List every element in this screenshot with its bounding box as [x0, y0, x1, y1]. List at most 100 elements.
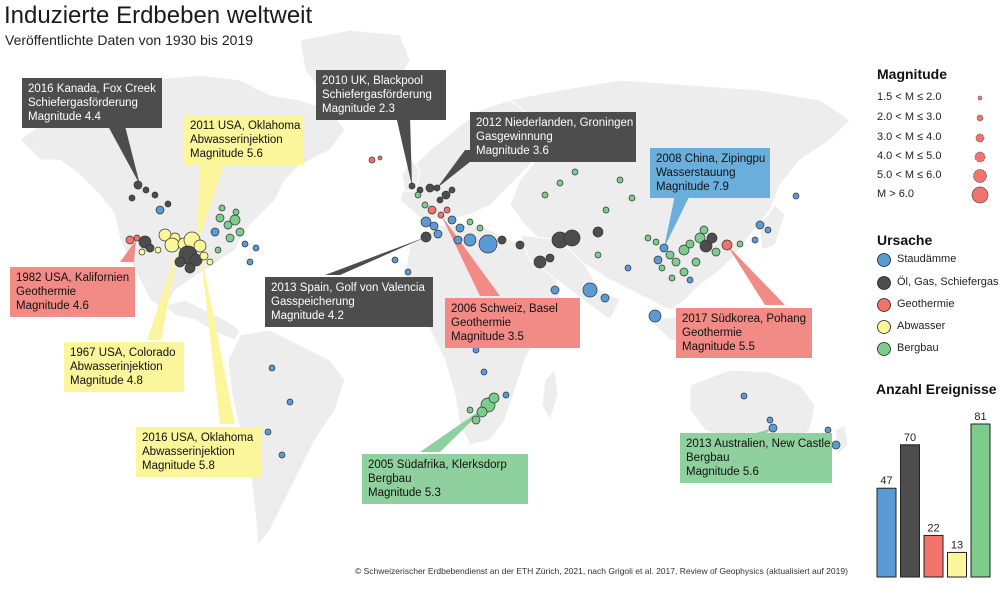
- earthquake-marker: [792, 192, 800, 200]
- earthquake-marker: [831, 440, 841, 450]
- earthquake-marker: [736, 240, 744, 248]
- earthquake-marker: [466, 218, 474, 226]
- earthquake-marker: [694, 232, 706, 244]
- annotation-uk-blackpool: 2010 UK, Blackpool Schiefergasförderung …: [316, 70, 446, 120]
- bar: [923, 534, 944, 578]
- magnitude-legend-circle: [975, 133, 985, 143]
- earthquake-marker: [193, 239, 207, 253]
- bar-value-label: 81: [974, 411, 986, 423]
- earthquake-marker: [699, 225, 709, 235]
- earthquake-marker: [235, 227, 245, 237]
- earthquake-marker: [128, 194, 136, 202]
- bar: [947, 551, 967, 578]
- earthquake-marker: [441, 190, 451, 200]
- annotation-usa-oklahoma-2016: 2016 USA, Oklahoma Abwasserinjektion Mag…: [136, 427, 261, 477]
- magnitude-legend-item: M > 6.0: [877, 188, 914, 200]
- magnitude-legend-circle: [977, 95, 983, 101]
- earthquake-marker: [545, 253, 555, 263]
- earthquake-marker: [602, 206, 610, 214]
- earthquake-marker: [225, 233, 235, 243]
- page-subtitle: Veröffentlichte Daten von 1930 bis 2019: [5, 32, 254, 48]
- annotation-netherlands-groningen: 2012 Niederlanden, Groningen Gasgewinnun…: [470, 112, 636, 162]
- magnitude-legend-circle: [973, 169, 987, 183]
- earthquake-marker: [427, 205, 437, 215]
- earthquake-marker: [628, 194, 636, 202]
- earthquake-marker: [199, 251, 209, 261]
- cause-legend-item: Geothermie: [897, 298, 955, 310]
- earthquake-marker: [145, 243, 155, 253]
- earthquake-marker: [453, 235, 463, 245]
- magnitude-legend-circle: [974, 151, 986, 163]
- earthquake-marker: [420, 216, 432, 228]
- earthquake-marker: [125, 235, 135, 245]
- earthquake-marker: [210, 227, 220, 237]
- earthquake-marker: [478, 234, 498, 254]
- earthquake-marker: [264, 428, 272, 436]
- earthquake-marker: [463, 233, 477, 247]
- magnitude-legend-item: 5.0 < M ≤ 6.0: [877, 169, 942, 181]
- bar-chart: 47 70 22 13 81: [876, 411, 991, 578]
- earthquake-marker: [232, 208, 240, 216]
- earthquake-marker: [740, 392, 748, 400]
- annotation-usa-oklahoma-2011: 2011 USA, Oklahoma Abwasserinjektion Mag…: [184, 115, 304, 165]
- leader-blackpool: [396, 116, 412, 186]
- earthquake-marker: [404, 268, 412, 276]
- earthquake-marker: [706, 232, 718, 244]
- magnitude-legend-item: 3.0 < M ≤ 4.0: [877, 131, 942, 143]
- leader-basel: [441, 215, 500, 296]
- magnitude-legend-circle: [971, 186, 989, 204]
- earthquake-marker: [755, 220, 765, 230]
- earthquake-marker: [685, 239, 695, 249]
- earthquake-markers: [125, 155, 841, 459]
- earthquake-marker: [214, 246, 222, 254]
- earthquake-marker: [497, 235, 507, 245]
- earthquake-marker: [447, 215, 457, 225]
- earthquake-marker: [154, 246, 162, 254]
- annotation-canada-fox-creek: 2016 Kanada, Fox Creek Schiefergasförder…: [22, 78, 162, 128]
- annotation-usa-colorado: 1967 USA, Colorado Abwasserinjektion Mag…: [64, 342, 184, 392]
- earthquake-marker: [515, 240, 525, 250]
- earthquake-marker: [408, 182, 416, 190]
- earthquake-marker: [433, 229, 443, 239]
- earthquake-marker: [721, 239, 733, 251]
- earthquake-marker: [616, 176, 624, 184]
- earthquake-marker: [151, 191, 159, 199]
- cause-legend-item: Bergbau: [897, 342, 939, 354]
- earthquake-marker: [476, 406, 488, 418]
- magnitude-legend-item: 4.0 < M ≤ 5.0: [877, 150, 942, 162]
- earthquake-marker: [252, 244, 260, 252]
- earthquake-marker: [377, 155, 383, 161]
- earthquake-marker: [766, 416, 774, 424]
- earthquake-marker: [686, 276, 694, 284]
- cause-legend-circle: [877, 298, 891, 312]
- continent-japan: [759, 204, 786, 251]
- earthquake-marker: [571, 168, 579, 176]
- earthquake-marker: [556, 179, 564, 187]
- magnitude-legend-circles: [971, 95, 989, 204]
- earthquake-marker: [436, 196, 444, 204]
- earthquake-marker: [768, 423, 778, 433]
- earthquake-marker: [164, 237, 180, 253]
- leader-valencia: [325, 237, 426, 275]
- leader-oklahoma-2011: [197, 162, 225, 244]
- earthquake-marker: [668, 274, 676, 282]
- earthquake-marker: [425, 183, 435, 193]
- earthquake-marker: [600, 293, 610, 303]
- earthquake-marker: [502, 391, 510, 399]
- cause-legend-circles: [877, 253, 891, 356]
- page-title: Induzierte Erdbeben weltweit: [4, 2, 313, 29]
- earthquake-marker: [215, 213, 225, 223]
- earthquake-marker: [751, 236, 759, 244]
- continent-central-america: [164, 299, 241, 341]
- earthquake-marker: [437, 211, 445, 219]
- earthquake-marker: [133, 180, 143, 190]
- leader-california: [120, 240, 136, 262]
- earthquake-marker: [624, 264, 632, 272]
- earthquake-marker: [448, 186, 456, 194]
- leader-pohang: [727, 245, 785, 305]
- continent-south-america: [227, 329, 346, 547]
- earthquake-marker: [691, 257, 701, 267]
- annotation-australia-newcastle: 2013 Australien, New Castle Bergbau Magn…: [680, 433, 832, 483]
- earthquake-marker: [594, 251, 602, 259]
- earthquake-marker: [679, 267, 689, 277]
